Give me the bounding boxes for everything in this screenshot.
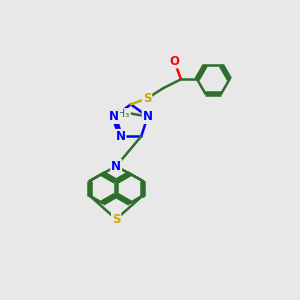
Text: S: S — [143, 92, 151, 105]
Text: N: N — [143, 110, 153, 123]
Text: S: S — [112, 213, 120, 226]
Text: CH₃: CH₃ — [111, 109, 130, 118]
Text: N: N — [111, 160, 121, 173]
Text: N: N — [116, 130, 125, 143]
Text: O: O — [169, 55, 179, 68]
Text: N: N — [109, 110, 119, 123]
